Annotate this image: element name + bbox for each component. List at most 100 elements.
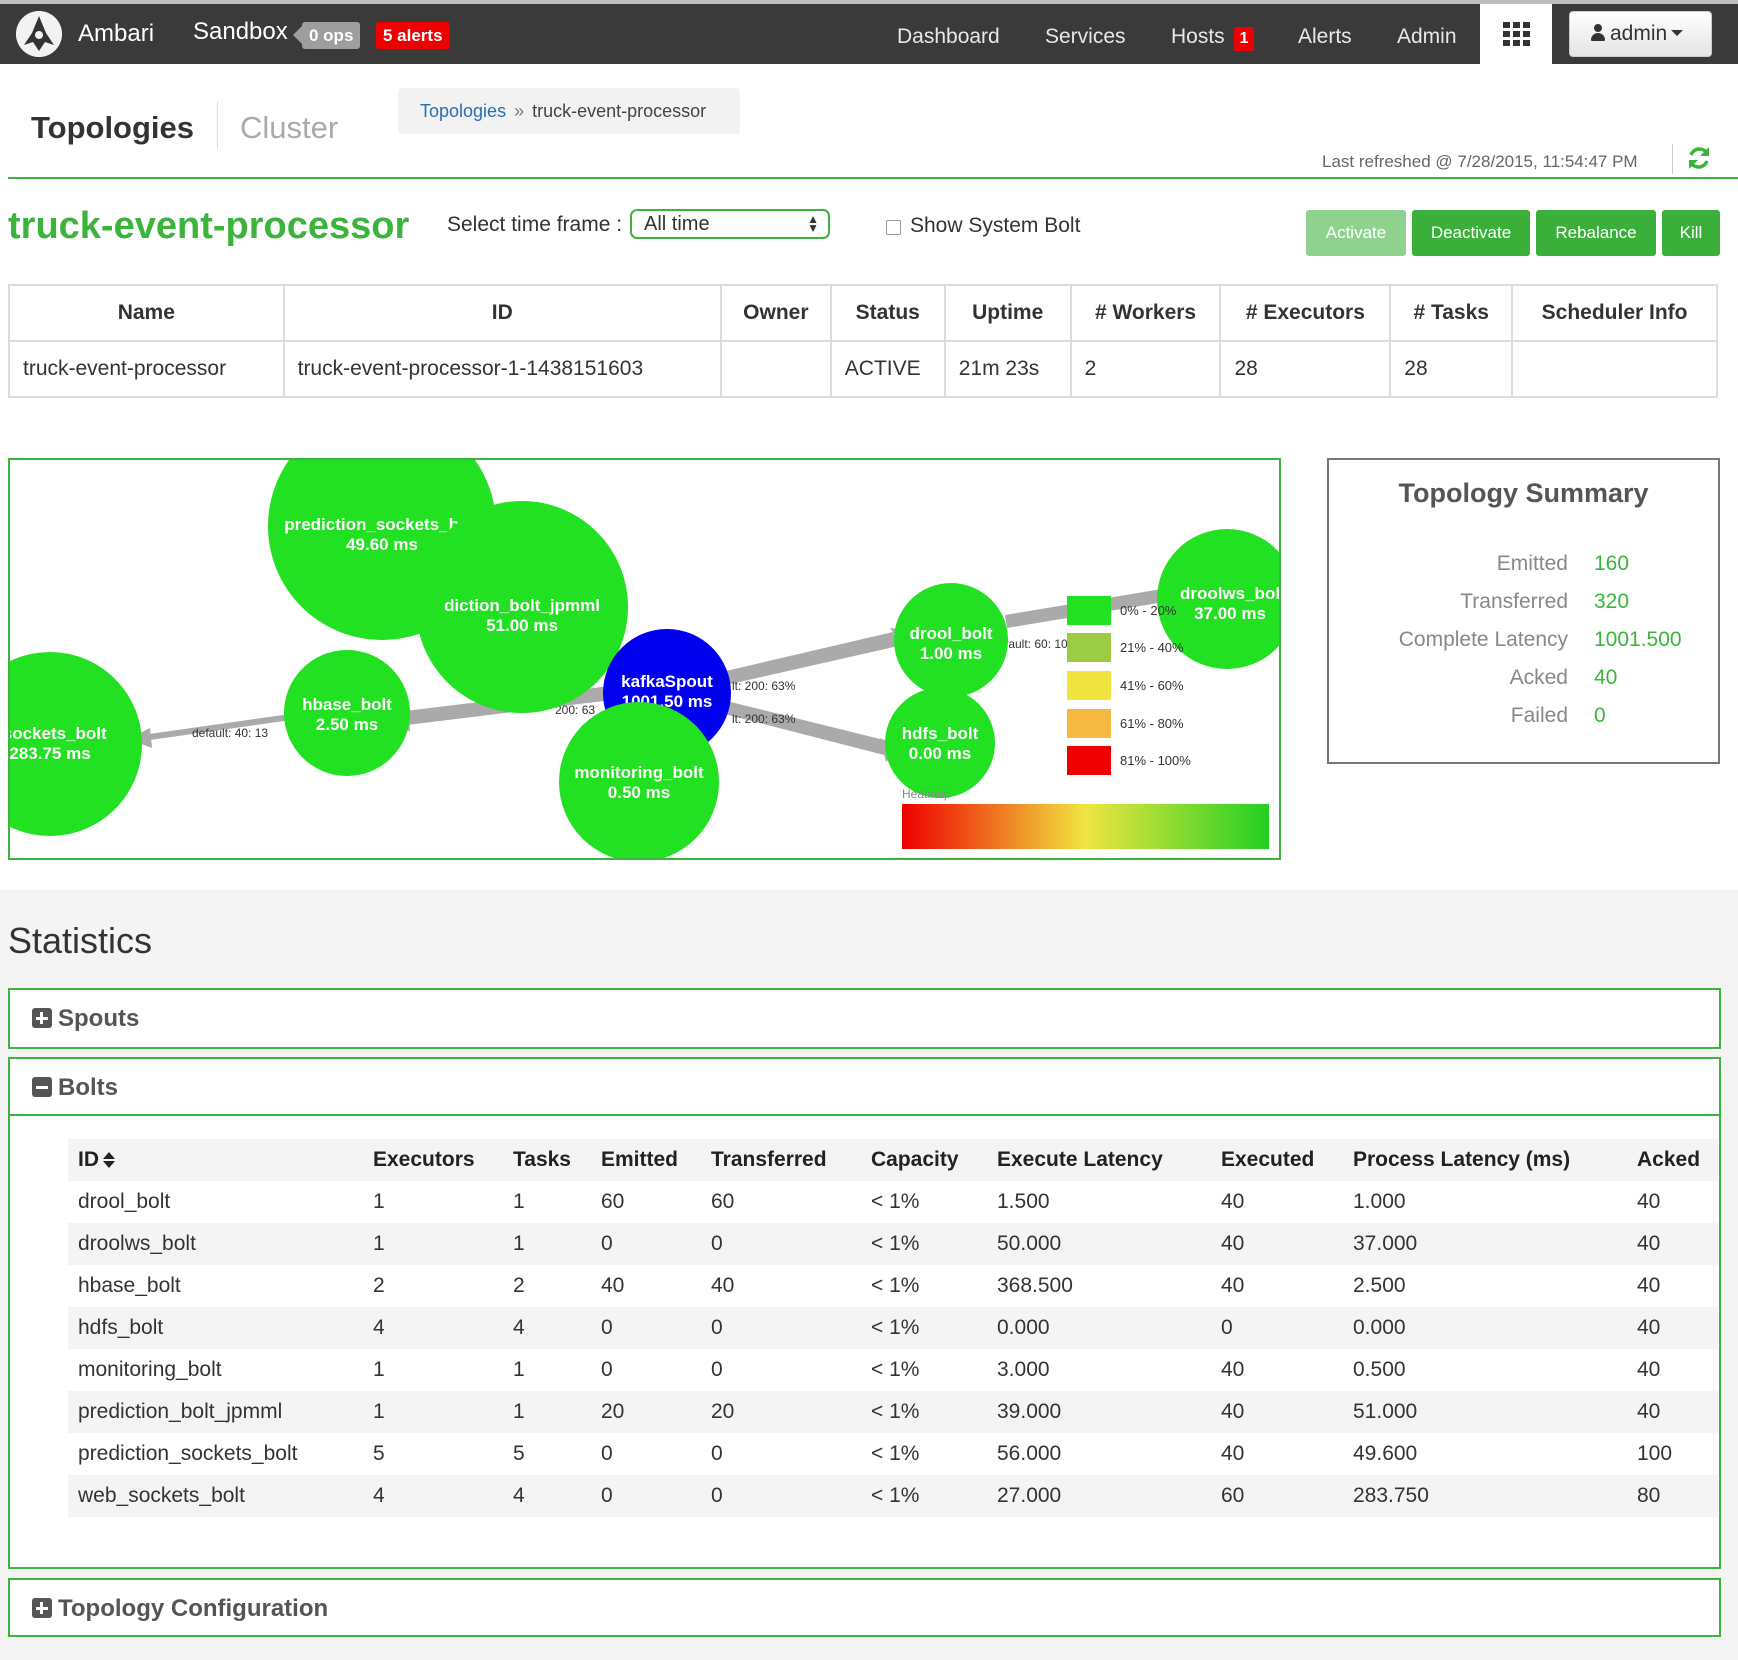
rebalance-button[interactable]: Rebalance <box>1536 210 1656 256</box>
table-cell: 50.000 <box>987 1223 1211 1265</box>
kill-button[interactable]: Kill <box>1662 210 1720 256</box>
table-cell: < 1% <box>871 1190 920 1213</box>
bolts-col-header[interactable]: ID <box>68 1139 363 1181</box>
table-cell: 3.000 <box>997 1358 1050 1381</box>
tab-cluster[interactable]: Cluster <box>240 110 339 145</box>
col-header-name: Name <box>8 284 285 342</box>
table-cell: 100 <box>1637 1442 1673 1465</box>
user-icon <box>1590 24 1606 41</box>
deactivate-button[interactable]: Deactivate <box>1412 210 1530 256</box>
table-cell: 40 <box>1637 1190 1661 1213</box>
table-row[interactable]: prediction_sockets_bolt 5 5 0 0 < 1% 56.000 40 4… <box>68 1433 1718 1475</box>
table-cell: 1 <box>373 1358 385 1381</box>
nav-dashboard[interactable]: Dashboard <box>897 25 1000 48</box>
table-cell: 40 <box>1211 1391 1343 1433</box>
table-row[interactable]: prediction_bolt_jpmml 1 1 20 20 < 1% 39.000 40 5… <box>68 1391 1718 1433</box>
legend-swatch <box>1067 596 1111 625</box>
sort-icon[interactable] <box>103 1152 115 1168</box>
table-cell: 0 <box>701 1223 861 1265</box>
header-label: Execute Latency <box>997 1148 1163 1171</box>
nav-alerts[interactable]: Alerts <box>1298 25 1352 48</box>
topology-configuration-panel[interactable]: Topology Configuration <box>8 1578 1721 1637</box>
topology-graph[interactable]: default: 40: 13 200: 63 lt: 200: 63% lt:… <box>8 458 1281 860</box>
table-cell: 40 <box>601 1274 625 1297</box>
edge-label: lt: 200: 63% <box>732 712 796 726</box>
breadcrumb-topologies-link[interactable]: Topologies <box>420 101 507 121</box>
table-row[interactable]: drool_bolt 1 1 60 60 < 1% 1.500 40 1.000 40 <box>68 1181 1718 1223</box>
bolts-panel-header[interactable]: Bolts <box>10 1059 1719 1116</box>
topology-title: truck-event-processor <box>8 205 410 247</box>
table-cell: 2 <box>373 1274 385 1297</box>
collapse-icon <box>32 1077 52 1097</box>
show-system-bolt-checkbox[interactable] <box>886 220 901 235</box>
bolts-col-header: Emitted <box>591 1139 701 1181</box>
topology-configuration-header[interactable]: Topology Configuration <box>10 1580 1719 1637</box>
bolts-panel[interactable]: Bolts ID Executors Tasks Emitted Transferred… <box>8 1057 1721 1569</box>
node-latency: 0.50 ms <box>608 783 670 802</box>
table-cell: 39.000 <box>987 1391 1211 1433</box>
table-cell: 37.000 <box>1343 1223 1627 1265</box>
summary-value: 0 <box>1594 704 1606 727</box>
node-drool-bolt[interactable]: drool_bolt 1.00 ms <box>894 583 1008 697</box>
node-prediction-bolt-jpmml[interactable]: diction_bolt_jpmml 51.00 ms <box>416 501 628 713</box>
node-web-sockets-bolt[interactable]: _sockets_bolt 283.75 ms <box>10 652 142 836</box>
col-header-uptime: Uptime <box>943 284 1072 342</box>
table-row[interactable]: monitoring_bolt 1 1 0 0 < 1% 3.000 40 0.500 40 <box>68 1349 1718 1391</box>
table-cell: 1 <box>513 1190 525 1213</box>
table-row[interactable]: hdfs_bolt 4 4 0 0 < 1% 0.000 0 0.000 40 <box>68 1307 1718 1349</box>
ambari-logo-icon[interactable] <box>16 11 62 57</box>
spouts-panel[interactable]: Spouts <box>8 988 1721 1049</box>
table-cell: droolws_bolt <box>68 1223 363 1265</box>
activate-button[interactable]: Activate <box>1306 210 1406 256</box>
table-cell: 40 <box>1627 1307 1718 1349</box>
user-menu-button[interactable]: admin <box>1569 11 1712 57</box>
spouts-panel-header[interactable]: Spouts <box>10 990 1719 1047</box>
cluster-name[interactable]: Sandbox <box>193 18 288 45</box>
table-cell: 40 <box>1221 1274 1245 1297</box>
table-cell: 0 <box>591 1307 701 1349</box>
summary-key: Emitted <box>1496 552 1568 575</box>
node-droolws-bolt[interactable]: droolws_bol 37.00 ms <box>1157 529 1279 669</box>
ops-badge[interactable]: 0 ops <box>292 22 361 49</box>
table-cell: < 1% <box>871 1358 920 1381</box>
cell-executors: 28 <box>1219 340 1392 398</box>
table-row[interactable]: web_sockets_bolt 4 4 0 0 < 1% 27.000 60 283.750 8… <box>68 1475 1718 1517</box>
last-refreshed-text: Last refreshed @ 7/28/2015, 11:54:47 PM <box>1322 152 1638 171</box>
table-cell: 4 <box>503 1475 591 1517</box>
table-cell: 1 <box>503 1223 591 1265</box>
show-system-bolt-label[interactable]: Show System Bolt <box>910 214 1081 237</box>
tab-topologies[interactable]: Topologies <box>31 110 195 145</box>
table-cell: 0 <box>711 1442 723 1465</box>
table-cell: 4 <box>503 1307 591 1349</box>
legend-label: 0% - 20% <box>1120 603 1177 618</box>
node-hdfs-bolt[interactable]: hdfs_bolt 0.00 ms <box>885 688 995 798</box>
bolts-col-header: Transferred <box>701 1139 861 1181</box>
brand-name[interactable]: Ambari <box>78 20 155 47</box>
nav-hosts[interactable]: Hosts <box>1171 25 1225 48</box>
refresh-icon[interactable] <box>1686 145 1712 171</box>
time-frame-select[interactable]: All time ▲ ▼ <box>630 209 830 239</box>
table-cell: 2 <box>513 1274 525 1297</box>
alerts-badge[interactable]: 5 alerts <box>376 22 450 49</box>
table-row[interactable]: hbase_bolt 2 2 40 40 < 1% 368.500 40 2.500 40 <box>68 1265 1718 1307</box>
cell-tasks: 28 <box>1389 340 1514 398</box>
hosts-badge[interactable]: 1 <box>1234 27 1254 51</box>
nav-services[interactable]: Services <box>1045 25 1126 48</box>
node-monitoring-bolt[interactable]: monitoring_bolt 0.50 ms <box>559 702 719 858</box>
topology-summary-panel: Topology Summary Emitted 160 Transferred… <box>1327 458 1720 764</box>
table-row[interactable]: droolws_bolt 1 1 0 0 < 1% 50.000 40 37.000 40 <box>68 1223 1718 1265</box>
table-row: truck-event-processor truck-event-proces… <box>8 340 1718 398</box>
grid-apps-icon <box>1503 22 1531 46</box>
table-cell: 51.000 <box>1343 1391 1627 1433</box>
table-cell: < 1% <box>871 1442 920 1465</box>
summary-key: Transferred <box>1460 590 1568 613</box>
table-cell: 1.500 <box>997 1190 1050 1213</box>
legend-label: 81% - 100% <box>1120 753 1191 768</box>
node-hbase-bolt[interactable]: hbase_bolt 2.50 ms <box>284 650 410 776</box>
summary-value: 1001.500 <box>1594 628 1682 651</box>
node-latency: 49.60 ms <box>346 535 418 554</box>
apps-grid-button[interactable] <box>1480 4 1552 64</box>
nav-admin[interactable]: Admin <box>1397 25 1457 48</box>
cell-workers: 2 <box>1069 340 1222 398</box>
cell-uptime: 21m 23s <box>943 340 1072 398</box>
